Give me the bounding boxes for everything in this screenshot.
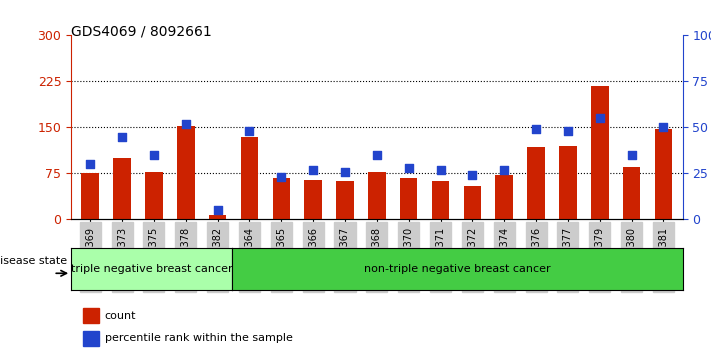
Point (117, 134, 128, 139)
Point (339, 169, 351, 175)
Point (371, 152, 383, 158)
Point (276, 174, 287, 180)
Bar (400, 178, 417, 219)
Point (435, 167, 447, 173)
Text: percentile rank within the sample: percentile rank within the sample (105, 333, 293, 343)
Text: disease state: disease state (0, 256, 68, 266)
Bar (496, 175, 513, 219)
Bar (655, 129, 672, 219)
Bar (623, 167, 641, 219)
Bar (432, 182, 449, 219)
Point (212, 207, 223, 213)
Bar (177, 126, 195, 219)
Bar (528, 147, 545, 219)
Bar (82, 173, 99, 219)
Bar (304, 179, 322, 219)
Bar (209, 215, 226, 219)
Text: non-triple negative breast cancer: non-triple negative breast cancer (364, 264, 550, 274)
Bar (145, 172, 163, 219)
Point (148, 152, 159, 158)
Point (85, 161, 96, 167)
Text: triple negative breast cancer: triple negative breast cancer (70, 264, 232, 274)
Point (594, 115, 606, 121)
Bar (559, 146, 577, 219)
Point (403, 165, 415, 171)
Point (530, 126, 542, 132)
Text: GDS4069 / 8092661: GDS4069 / 8092661 (71, 25, 212, 39)
Bar (368, 172, 385, 219)
Point (658, 125, 669, 130)
Bar (591, 86, 609, 219)
Bar (272, 178, 290, 219)
Bar (83, 308, 99, 323)
Point (307, 167, 319, 173)
Point (562, 128, 574, 134)
Bar (464, 186, 481, 219)
Bar (83, 331, 99, 346)
Point (180, 121, 191, 127)
Point (466, 172, 478, 178)
Point (244, 128, 255, 134)
Bar (241, 137, 258, 219)
Bar (336, 182, 354, 219)
Bar (113, 158, 131, 219)
Point (626, 152, 637, 158)
Point (498, 167, 510, 173)
Text: count: count (105, 311, 137, 321)
